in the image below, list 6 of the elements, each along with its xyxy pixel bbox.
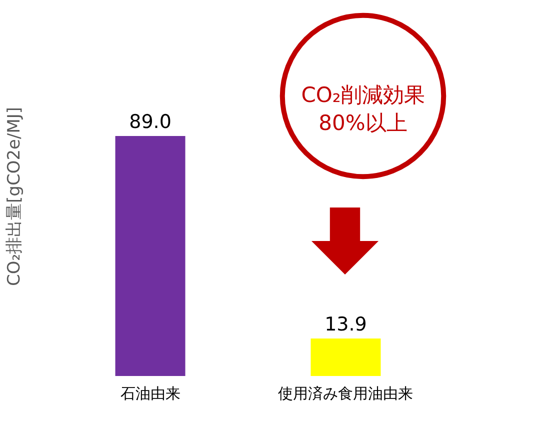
x-tick-label: 使用済み食用油由来	[278, 384, 414, 402]
y-axis-title: CO₂排出量[gCO2e/MJ]	[4, 106, 24, 286]
data-label: 13.9	[324, 314, 367, 336]
data-label: 89.0	[129, 111, 172, 133]
text: CO₂削減効果 80%以上	[301, 83, 425, 135]
x-tick-label: 石油由来	[120, 384, 180, 402]
